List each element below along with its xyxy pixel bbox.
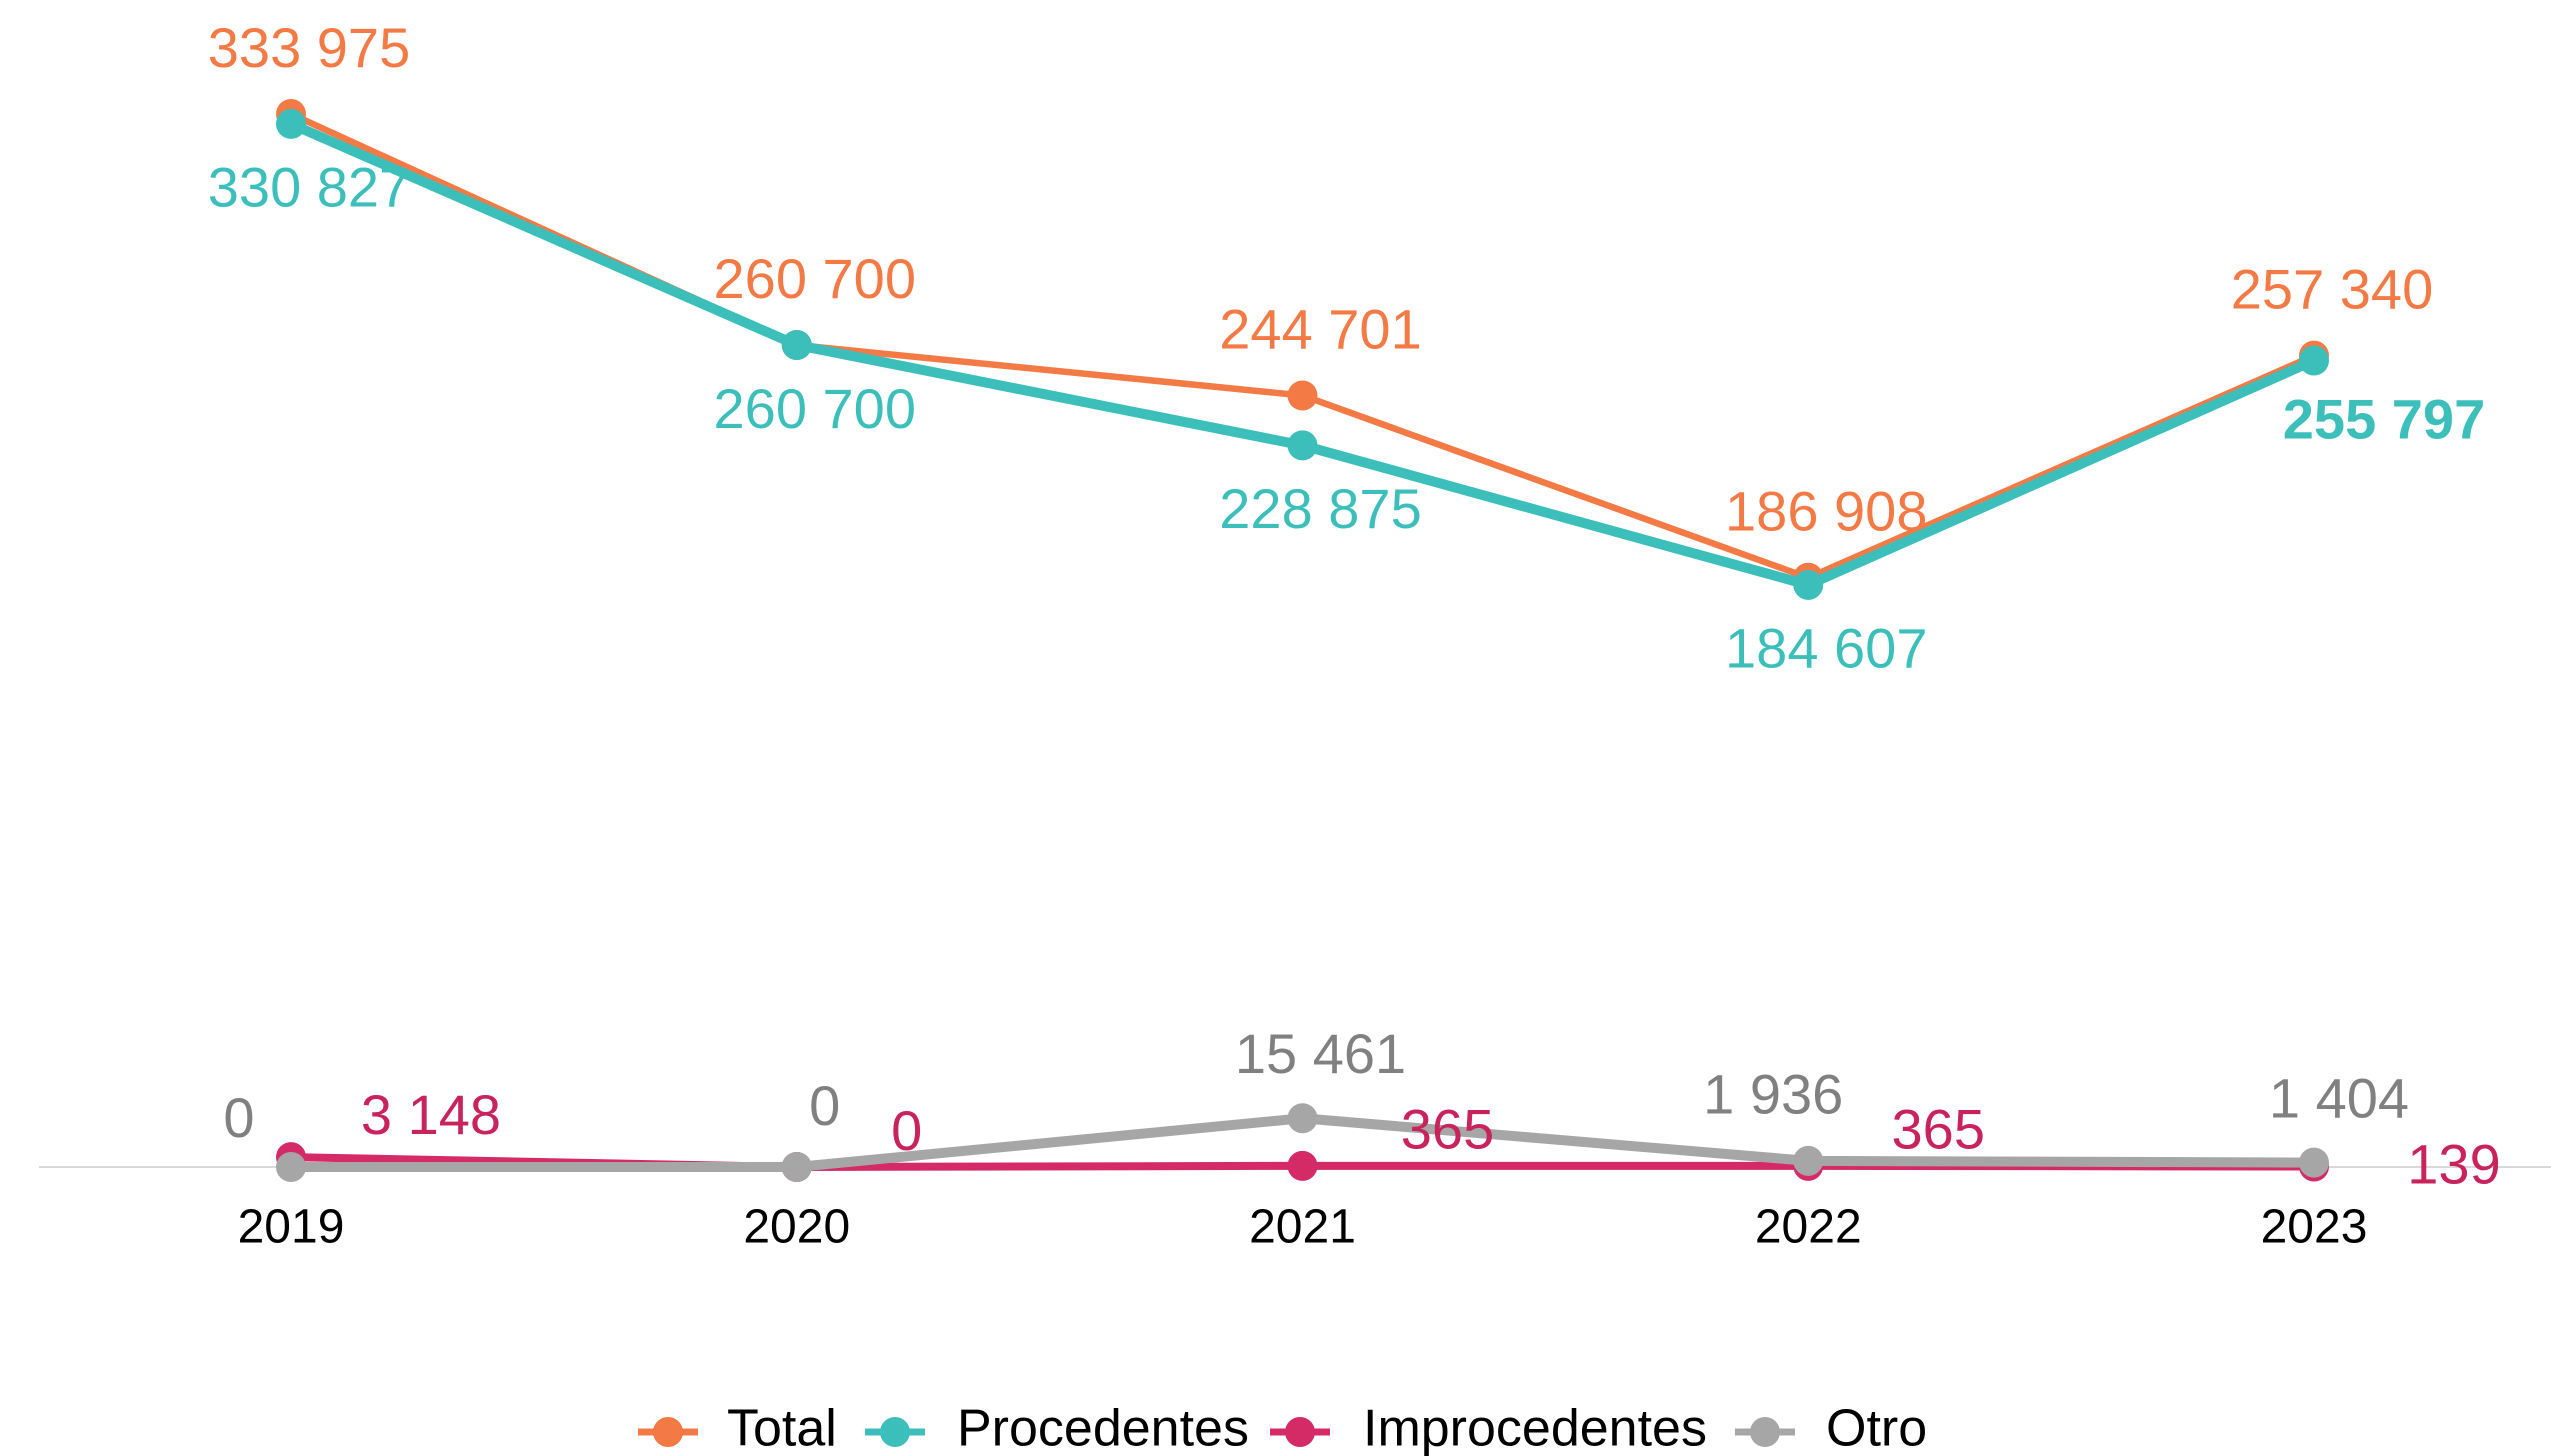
marker xyxy=(781,1152,812,1182)
legend-marker xyxy=(1750,1417,1780,1447)
data-label: 260 700 xyxy=(714,377,916,440)
marker xyxy=(276,108,306,139)
marker xyxy=(1287,1150,1318,1181)
x-tick-label: 2021 xyxy=(1249,1201,1356,1254)
legend-marker xyxy=(880,1417,910,1447)
marker xyxy=(276,1152,306,1182)
legend-marker xyxy=(653,1417,683,1447)
data-label: 255 797 xyxy=(2283,387,2485,450)
data-label: 228 875 xyxy=(1219,477,1421,540)
data-label: 333 975 xyxy=(208,16,410,79)
marker xyxy=(2299,345,2329,376)
data-label: 0 xyxy=(891,1099,922,1162)
data-label: 184 607 xyxy=(1725,617,1927,680)
legend-label: Total xyxy=(727,1400,837,1456)
x-tick-label: 2023 xyxy=(2261,1201,2368,1254)
series-group xyxy=(276,1103,2329,1182)
marker xyxy=(1287,1103,1318,1134)
marker xyxy=(1287,430,1318,461)
data-label: 330 827 xyxy=(208,156,410,219)
series-group xyxy=(276,108,2329,600)
data-label: 139 xyxy=(2407,1132,2500,1195)
data-label: 365 xyxy=(1892,1098,1985,1161)
marker xyxy=(1287,380,1318,411)
data-label: 365 xyxy=(1401,1098,1494,1161)
marker xyxy=(781,330,812,361)
data-label: 186 908 xyxy=(1725,479,1927,542)
marker xyxy=(1793,569,1824,600)
marker xyxy=(2299,1147,2329,1178)
data-label: 15 461 xyxy=(1235,1022,1406,1085)
data-label: 0 xyxy=(809,1074,840,1137)
data-label: 244 701 xyxy=(1219,297,1421,360)
data-label: 260 700 xyxy=(714,247,916,310)
data-label: 3 148 xyxy=(361,1083,501,1146)
legend-label: Procedentes xyxy=(957,1400,1249,1456)
legend-label: Otro xyxy=(1826,1400,1927,1456)
data-label: 0 xyxy=(223,1086,254,1149)
x-tick-label: 2020 xyxy=(743,1201,850,1254)
legend-marker xyxy=(1285,1417,1315,1447)
x-tick-label: 2019 xyxy=(238,1201,345,1254)
legend-label: Improcedentes xyxy=(1363,1400,1707,1456)
marker xyxy=(1793,1145,1824,1176)
data-label: 1 936 xyxy=(1703,1063,1843,1126)
data-label: 1 404 xyxy=(2269,1066,2409,1129)
x-tick-label: 2022 xyxy=(1755,1201,1862,1254)
data-label: 257 340 xyxy=(2231,257,2433,320)
